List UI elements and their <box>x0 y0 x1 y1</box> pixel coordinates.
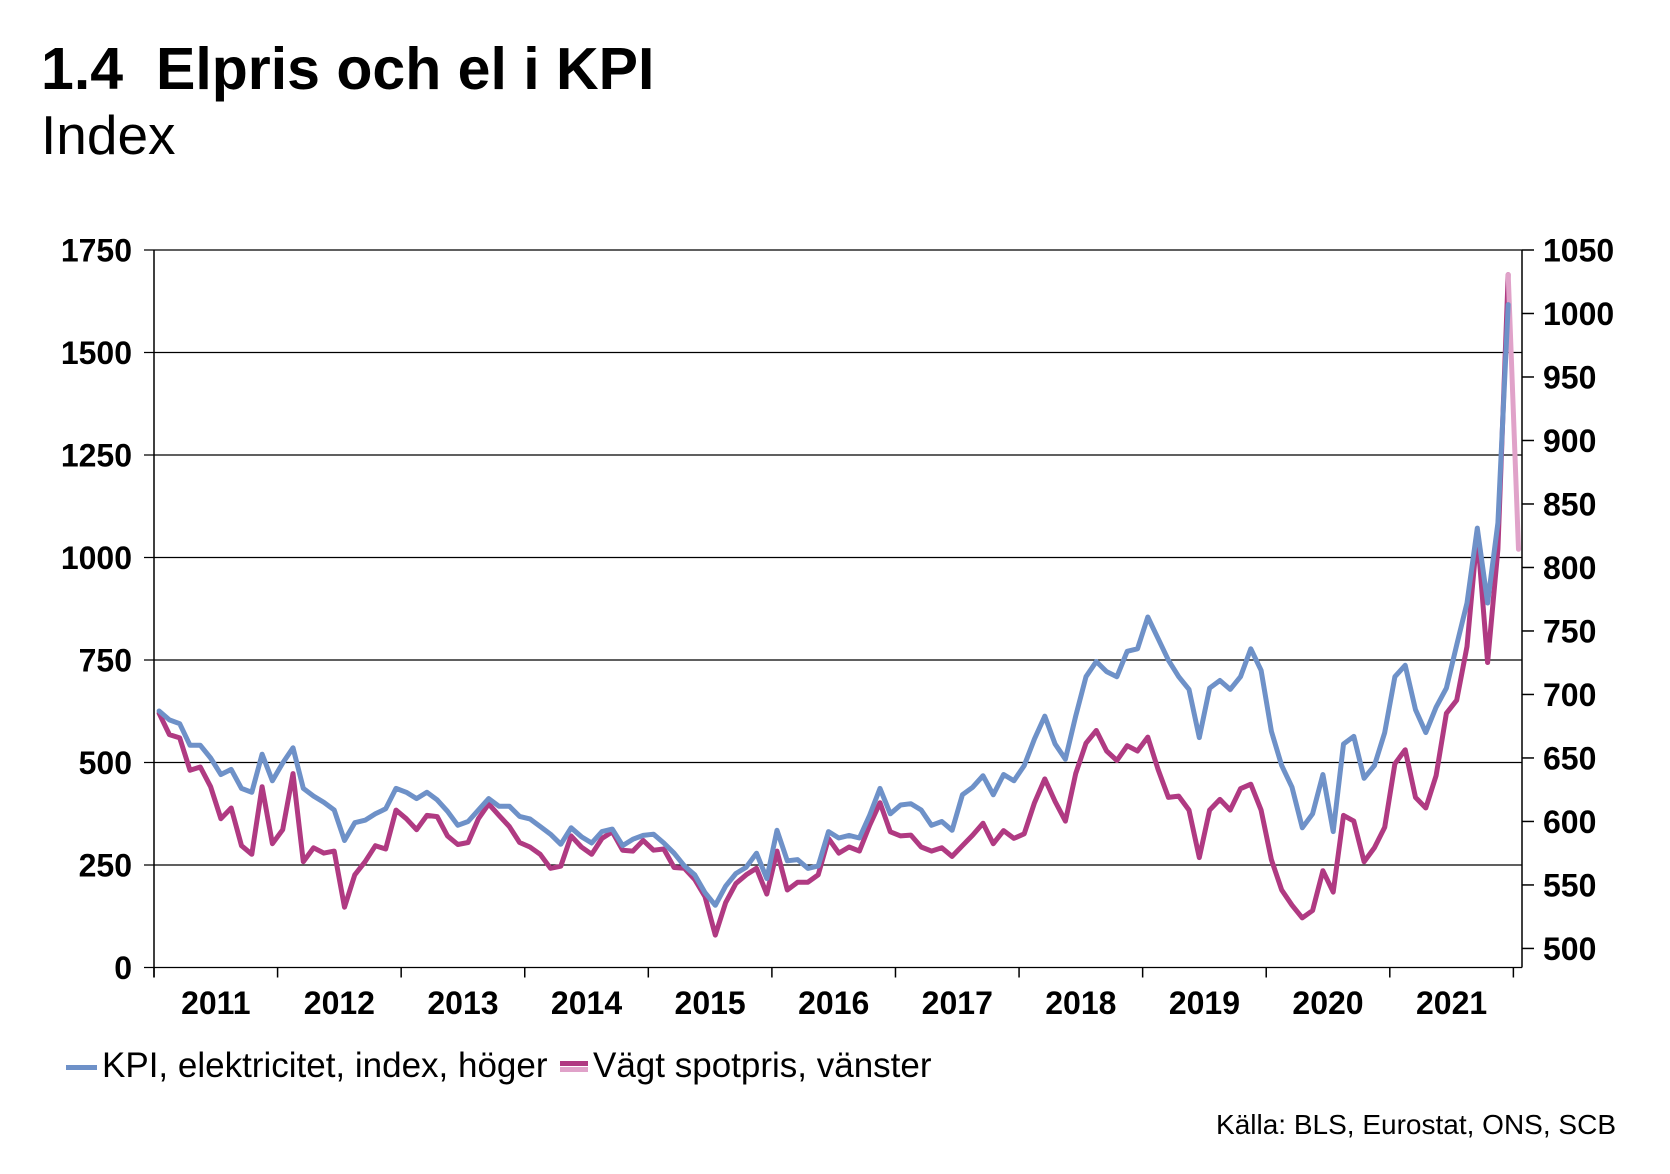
right-axis-tick-label: 550 <box>1543 867 1596 903</box>
left-axis-tick-labels: 0 250 500 750 1000 1250 1500 1750 <box>61 233 132 987</box>
x-axis-tick-label: 2013 <box>427 985 498 1021</box>
right-axis-tick-label: 500 <box>1543 931 1596 967</box>
left-axis-tick-label: 500 <box>79 745 132 781</box>
legend-swatch-spotpris-line <box>560 1061 588 1066</box>
x-axis-tick-label: 2021 <box>1416 985 1487 1021</box>
left-axis-tick-label: 750 <box>79 643 132 679</box>
legend-swatch-spotpris <box>560 1061 588 1072</box>
right-axis-tick-label: 750 <box>1543 613 1596 649</box>
chart-subtitle: Index <box>41 104 176 166</box>
right-axis-tick-label: 850 <box>1543 486 1596 522</box>
right-axis-tick-label: 1000 <box>1543 296 1614 332</box>
x-axis-tick-label: 2012 <box>304 985 375 1021</box>
left-axis-tick-label: 250 <box>79 848 132 884</box>
x-axis-tick-label: 2018 <box>1045 985 1116 1021</box>
legend-swatch-kpi-line <box>66 1065 97 1070</box>
left-axis-tick-label: 1500 <box>61 335 132 371</box>
legend-label-kpi: KPI, elektricitet, index, höger <box>102 1046 548 1085</box>
left-axis-tick-label: 1250 <box>61 438 132 474</box>
x-axis-ticks: 2011 2012 2013 2014 2015 2016 2017 2018 2019 2020… <box>153 967 1515 1021</box>
x-axis-tick-label: 2014 <box>551 985 622 1021</box>
legend-label-spotpris: Vägt spotpris, vänster <box>593 1046 932 1085</box>
chart-title: Elpris och el i KPI <box>156 36 655 102</box>
plot-series <box>156 272 1521 938</box>
left-axis-tick-label: 0 <box>114 950 132 986</box>
right-axis-tick-label: 600 <box>1543 804 1596 840</box>
right-axis-tick-label: 800 <box>1543 550 1596 586</box>
source-note: Källa: BLS, Eurostat, ONS, SCB <box>1216 1109 1616 1140</box>
x-axis-tick-label: 2020 <box>1292 985 1363 1021</box>
x-axis-tick-label: 2019 <box>1169 985 1240 1021</box>
left-axis-tick-label: 1000 <box>61 540 132 576</box>
right-axis-tick-label: 650 <box>1543 740 1596 776</box>
right-axis-tick-label: 700 <box>1543 677 1596 713</box>
right-axis-tick-label: 1050 <box>1543 233 1614 269</box>
series-line-spotpris <box>156 272 1511 938</box>
x-axis-tick-label: 2016 <box>798 985 869 1021</box>
x-axis-tick-label: 2017 <box>922 985 993 1021</box>
series-line-kpi-elektricitet <box>156 302 1511 908</box>
right-axis-tick-label: 950 <box>1543 359 1596 395</box>
x-axis-tick-label: 2015 <box>675 985 746 1021</box>
right-axis-tick-label: 900 <box>1543 423 1596 459</box>
x-axis-tick-label: 2011 <box>181 985 250 1021</box>
gridlines <box>144 249 1522 969</box>
legend-swatch-spotpris-latest-line <box>560 1067 588 1072</box>
axes <box>153 250 1523 978</box>
left-axis-tick-label: 1750 <box>61 233 132 269</box>
legend-swatch-kpi <box>66 1065 97 1070</box>
right-axis-ticks: 500 550 600 650 700 750 800 850 900 950 1000 1050 <box>1522 233 1614 967</box>
figure-number: 1.4 <box>41 36 124 102</box>
